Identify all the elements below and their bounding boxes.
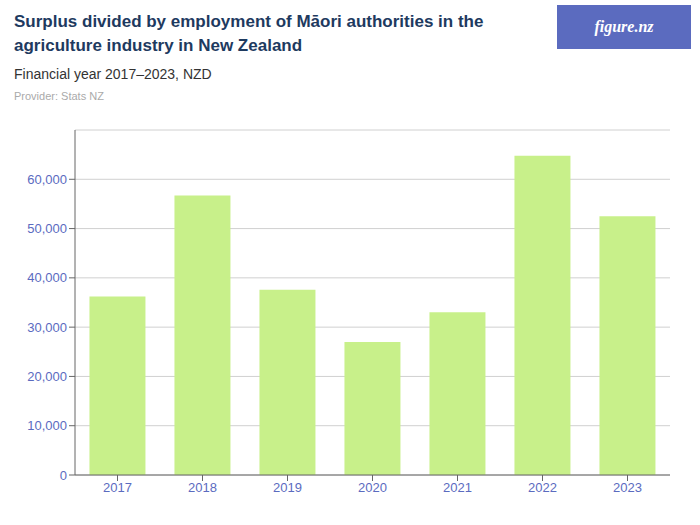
svg-text:60,000: 60,000 [27,172,67,187]
svg-text:20,000: 20,000 [27,369,67,384]
svg-text:10,000: 10,000 [27,418,67,433]
html-text:Provider: Stats NZ: Provider: Stats NZ [14,90,104,102]
svg-text:2023: 2023 [613,480,642,495]
html-text:Surplus divided by employment: Surplus divided by employment of Māori a… [14,12,484,31]
html-text:Financial year 2017–2023, NZD: Financial year 2017–2023, NZD [14,66,212,82]
svg-text:0: 0 [60,468,67,483]
html-text:agriculture industry in New Ze: agriculture industry in New Zealand [14,36,303,55]
svg-text:40,000: 40,000 [27,270,67,285]
svg-text:2022: 2022 [528,480,557,495]
svg-text:2021: 2021 [443,480,472,495]
html-text:figure.nz: figure.nz [594,18,654,35]
svg-text:2020: 2020 [358,480,387,495]
svg-text:2018: 2018 [188,480,217,495]
svg-text:2019: 2019 [273,480,302,495]
svg-text:2017: 2017 [103,480,132,495]
svg-text:30,000: 30,000 [27,320,67,335]
svg-text:50,000: 50,000 [27,221,67,236]
